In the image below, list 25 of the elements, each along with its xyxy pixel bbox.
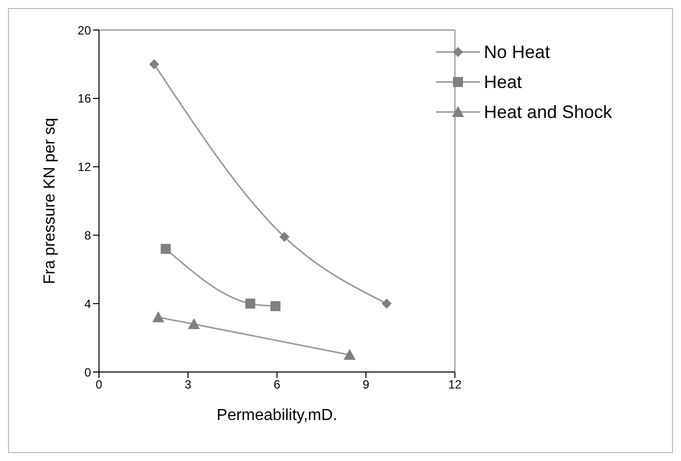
x-tick-label: 3 bbox=[184, 378, 192, 392]
x-tick-label: 6 bbox=[274, 378, 281, 392]
legend-label: Heat bbox=[484, 71, 522, 94]
y-tick-label: 8 bbox=[84, 228, 92, 242]
point bbox=[188, 318, 200, 330]
x-tick-label: 0 bbox=[96, 378, 103, 392]
point bbox=[382, 298, 392, 309]
x-tick-label: 12 bbox=[448, 378, 462, 392]
y-tick-label: 0 bbox=[84, 365, 92, 380]
y-tick-label: 20 bbox=[78, 23, 92, 38]
point bbox=[344, 348, 356, 360]
point bbox=[279, 232, 290, 242]
point bbox=[149, 59, 160, 70]
point bbox=[160, 244, 171, 254]
legend-label: Heat and Shock bbox=[484, 101, 612, 124]
x-tick-label: 9 bbox=[362, 378, 370, 392]
point bbox=[270, 301, 280, 312]
point bbox=[245, 298, 256, 309]
y-tick-label: 12 bbox=[78, 160, 92, 174]
y-axis-title: Fra pressure KN per sq bbox=[42, 118, 59, 284]
y-tick-label: 16 bbox=[78, 92, 92, 106]
y-tick-label: 4 bbox=[84, 296, 92, 311]
legend-label: No Heat bbox=[484, 41, 550, 64]
point bbox=[152, 311, 164, 322]
x-axis-title: Permeability,mD. bbox=[216, 407, 338, 424]
